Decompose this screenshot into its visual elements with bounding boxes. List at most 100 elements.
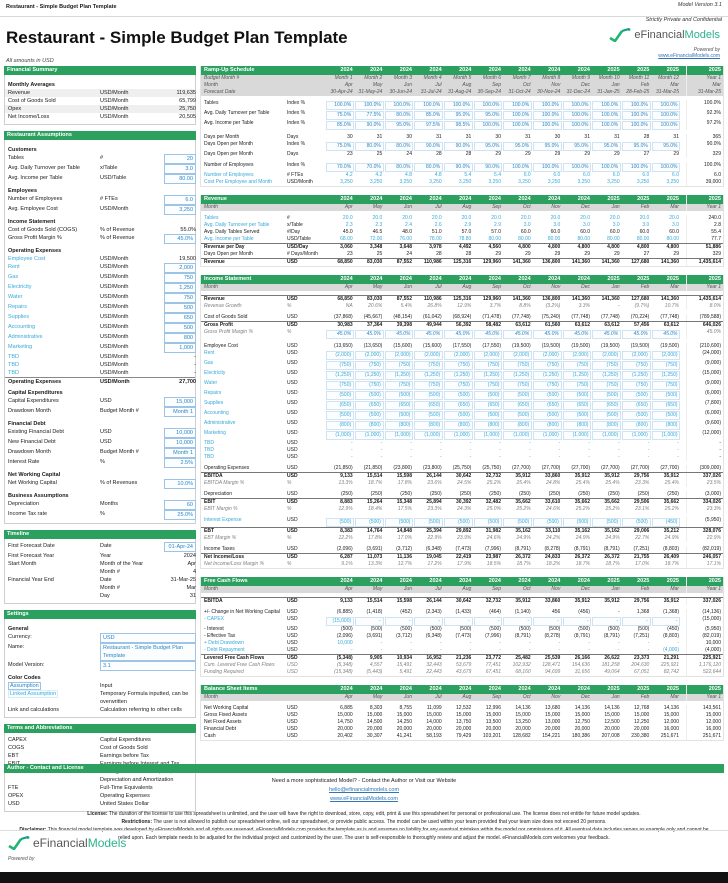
month-cell[interactable]: - [622,616,651,626]
month-cell[interactable]: - [528,640,531,646]
month-cell[interactable]: 20.0 [342,215,353,221]
value-cell[interactable]: 1,250 [156,283,196,293]
month-cell[interactable]: 95.0% [473,110,503,120]
month-cell[interactable]: (750) [414,380,444,390]
month-cell[interactable]: (500) [473,390,503,400]
month-cell[interactable]: (500) [414,410,444,420]
month-cell[interactable]: 95.0% [651,141,681,151]
month-cell[interactable]: - [528,647,531,653]
assumption-value[interactable]: Month 1 [164,448,196,458]
month-cell[interactable]: - [384,616,414,626]
month-cell[interactable]: (650) [503,400,533,410]
month-cell[interactable]: - [380,640,383,646]
month-cell[interactable]: 4.8 [434,172,442,178]
month-cell[interactable]: 100.0% [325,100,355,110]
assumption-value[interactable]: 6.0 [164,195,196,205]
assumption-value[interactable]: 80.00 [164,174,196,184]
month-cell[interactable]: 20.0 [669,215,679,221]
month-cell[interactable]: (500) [562,517,592,527]
month-cell[interactable]: 20.0 [550,215,561,221]
value-cell[interactable]: 500 [156,303,196,313]
month-cell[interactable]: 45.0% [622,329,651,339]
month-cell[interactable]: - [528,440,531,446]
month-cell[interactable]: - [647,454,650,460]
month-cell[interactable]: (750) [622,360,651,370]
month-cell[interactable]: 6.0 [672,172,679,178]
month-cell[interactable]: 20.0 [609,215,620,221]
month-cell[interactable]: (800) [503,420,533,430]
month-cell[interactable]: (800) [562,420,592,430]
month-cell[interactable]: 3,250 [577,179,590,185]
month-cell[interactable]: 70.0% [355,162,384,172]
month-cell[interactable]: (750) [444,360,473,370]
month-cell[interactable]: 20.0 [431,215,442,221]
assumption-value[interactable]: 25.0% [164,510,196,520]
month-cell[interactable]: - [439,640,442,646]
month-cell[interactable]: 3,250 [458,179,472,185]
value-cell[interactable]: 15,000 [156,397,196,407]
month-cell[interactable]: (750) [444,380,473,390]
month-cell[interactable]: 3,250 [340,179,353,185]
month-cell[interactable]: 6.0 [523,172,531,178]
month-cell[interactable]: 80.0% [384,110,414,120]
value-cell[interactable]: 6.0 [156,195,196,205]
month-cell[interactable]: 80.0% [384,141,414,151]
month-cell[interactable]: (500) [622,410,651,420]
month-cell[interactable]: (500) [503,410,533,420]
month-cell[interactable]: - [592,616,622,626]
month-cell[interactable]: (1,250) [533,370,562,380]
month-cell[interactable]: - [503,616,533,626]
month-cell[interactable]: 3,250 [547,179,561,185]
value-cell[interactable]: 10,000 [156,428,196,438]
month-cell[interactable]: - [439,647,442,653]
month-cell[interactable]: - [410,454,412,460]
assumption-value[interactable]: 500 [164,303,196,313]
month-cell[interactable]: 90.0% [473,162,503,172]
month-cell[interactable]: 100.0% [651,120,681,130]
month-cell[interactable]: 5.4 [494,172,501,178]
month-cell[interactable]: 95.0% [444,110,473,120]
month-cell[interactable]: (500) [414,517,444,527]
value-cell[interactable]: 10,000 [156,438,196,448]
month-cell[interactable]: (650) [444,400,473,410]
month-cell[interactable]: (650) [622,400,651,410]
assumption-value[interactable]: 01-Apr-24 [164,542,196,552]
month-cell[interactable]: (650) [325,400,355,410]
month-cell[interactable]: 90.0% [444,141,473,151]
month-cell[interactable]: 100.0% [651,162,681,172]
month-cell[interactable]: 100.0% [562,162,592,172]
month-cell[interactable]: (1,250) [651,370,681,380]
month-cell[interactable]: - [588,454,590,460]
month-cell[interactable]: 2.9 [494,222,501,228]
month-cell[interactable]: - [469,647,472,653]
month-cell[interactable]: 80.00 [636,236,650,242]
month-cell[interactable]: - [350,647,353,653]
month-cell[interactable]: 45.0% [562,329,592,339]
value-cell[interactable]: 800 [156,333,196,343]
month-cell[interactable]: 45.0% [473,329,503,339]
month-cell[interactable]: - [558,440,561,446]
month-cell[interactable]: 6.0 [583,172,590,178]
month-cell[interactable]: 100.0% [592,100,622,110]
month-cell[interactable]: 45.0% [384,329,414,339]
month-cell[interactable]: (750) [622,380,651,390]
month-cell[interactable]: 100.0% [384,100,414,110]
month-cell[interactable]: 4.8 [405,172,412,178]
month-cell[interactable]: - [473,616,503,626]
month-cell[interactable]: 100.0% [503,100,533,110]
month-cell[interactable]: (750) [473,360,503,370]
month-cell[interactable]: 100.0% [592,110,622,120]
month-cell[interactable]: 98.5% [444,120,473,130]
month-cell[interactable]: (750) [355,380,384,390]
month-cell[interactable]: 3,250 [399,179,412,185]
month-cell[interactable]: 80.0% [414,162,444,172]
month-cell[interactable]: 3,250 [488,179,501,185]
month-cell[interactable]: - [651,616,681,626]
month-cell[interactable]: 100.0% [622,100,651,110]
month-cell[interactable]: - [410,640,412,646]
month-cell[interactable]: (1,250) [592,370,622,380]
month-cell[interactable]: - [677,447,679,453]
month-cell[interactable]: 100.0% [651,110,681,120]
month-cell[interactable]: (500) [622,390,651,400]
month-cell[interactable]: (2,000) [592,350,622,360]
